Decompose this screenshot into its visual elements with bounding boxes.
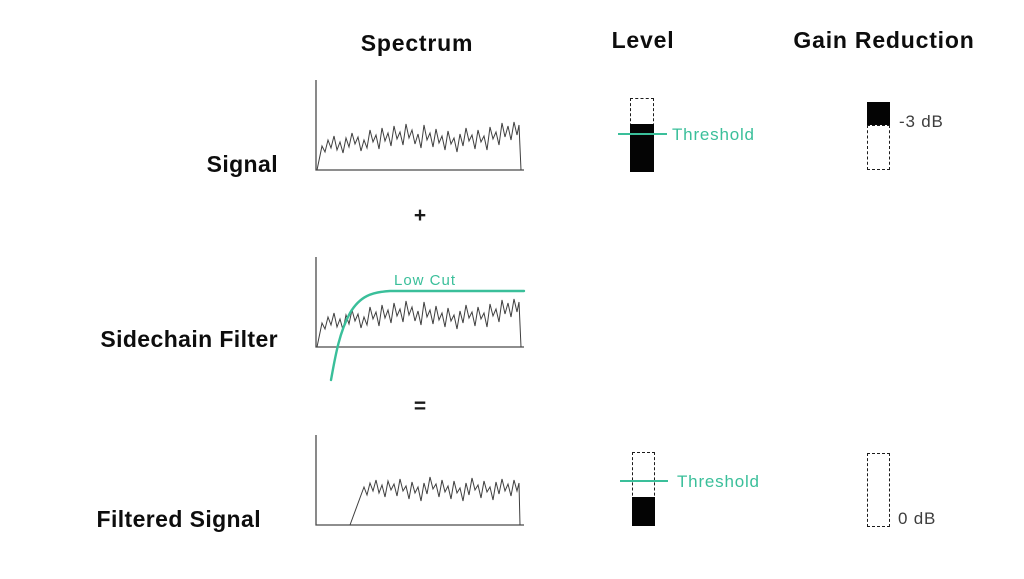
signal-threshold-label: Threshold xyxy=(672,125,755,144)
signal-gain-reduction-value: -3 dB xyxy=(899,112,944,131)
signal-level-meter-fill xyxy=(630,124,654,172)
signal-gain-reduction-outline xyxy=(867,125,890,170)
signal-gain-reduction-fill xyxy=(867,102,890,125)
signal-spectrum-waveform xyxy=(316,121,522,171)
column-header-level: Level xyxy=(611,27,675,53)
filtered-gain-reduction-outline xyxy=(867,453,890,527)
plus-operator: + xyxy=(413,204,427,227)
row-label-sidechain-filter: Sidechain Filter xyxy=(100,326,278,352)
sidechain-spectrum-axes xyxy=(315,257,524,348)
filtered-spectrum-axes xyxy=(315,435,524,526)
sidechain-spectrum-waveform xyxy=(316,298,522,348)
signal-threshold-line xyxy=(618,133,667,135)
low-cut-label: Low Cut xyxy=(394,272,456,289)
filtered-threshold-label: Threshold xyxy=(677,472,760,491)
sidechain-spectrum-plot: Low Cut xyxy=(315,257,526,382)
signal-spectrum-plot xyxy=(315,80,524,171)
filtered-threshold-line xyxy=(620,480,668,482)
filtered-spectrum-plot xyxy=(315,435,524,526)
filtered-spectrum-waveform xyxy=(349,476,521,526)
filtered-level-meter-fill xyxy=(632,497,655,526)
row-label-signal: Signal xyxy=(206,151,278,177)
row-label-filtered-signal: Filtered Signal xyxy=(96,506,261,532)
column-header-spectrum: Spectrum xyxy=(360,30,474,56)
filtered-gain-reduction-value: 0 dB xyxy=(898,509,937,528)
signal-spectrum-axes xyxy=(315,80,524,171)
low-cut-filter-curve xyxy=(329,289,526,382)
equals-operator: = xyxy=(413,395,427,418)
column-header-gain-reduction: Gain Reduction xyxy=(793,27,975,53)
